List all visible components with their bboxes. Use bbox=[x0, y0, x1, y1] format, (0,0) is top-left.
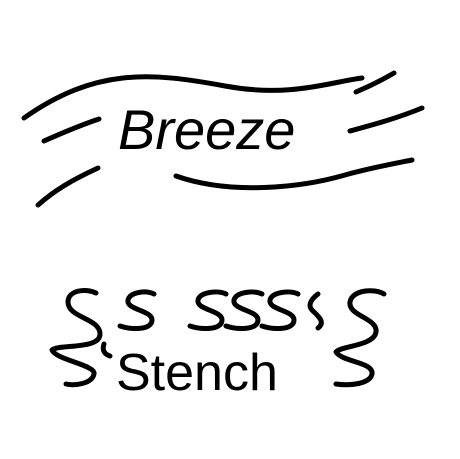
wind-line-bottom bbox=[173, 157, 415, 191]
stench-squiggle-5 bbox=[307, 291, 324, 331]
stench-tick-left bbox=[100, 341, 113, 359]
stench-group: Stench bbox=[49, 287, 387, 402]
odor-squiggles-icon bbox=[49, 287, 387, 388]
stench-squiggle-1 bbox=[117, 289, 157, 331]
stench-squiggle-right-large bbox=[333, 288, 387, 388]
wind-dash-top-right bbox=[353, 70, 397, 95]
wind-line-top bbox=[21, 74, 365, 121]
breeze-group: Breeze bbox=[21, 70, 425, 208]
stench-squiggle-4 bbox=[259, 289, 301, 331]
wind-dash-bottom-left bbox=[35, 165, 101, 208]
wind-dash-right bbox=[347, 105, 425, 134]
stench-squiggle-2 bbox=[187, 289, 229, 331]
breeze-label: Breeze bbox=[118, 98, 295, 161]
wind-lines-icon bbox=[21, 70, 425, 208]
stench-squiggle-3 bbox=[223, 289, 265, 331]
wind-dash-left bbox=[41, 116, 102, 144]
stench-label: Stench bbox=[116, 344, 278, 402]
stench-squiggle-left-large bbox=[49, 287, 103, 388]
